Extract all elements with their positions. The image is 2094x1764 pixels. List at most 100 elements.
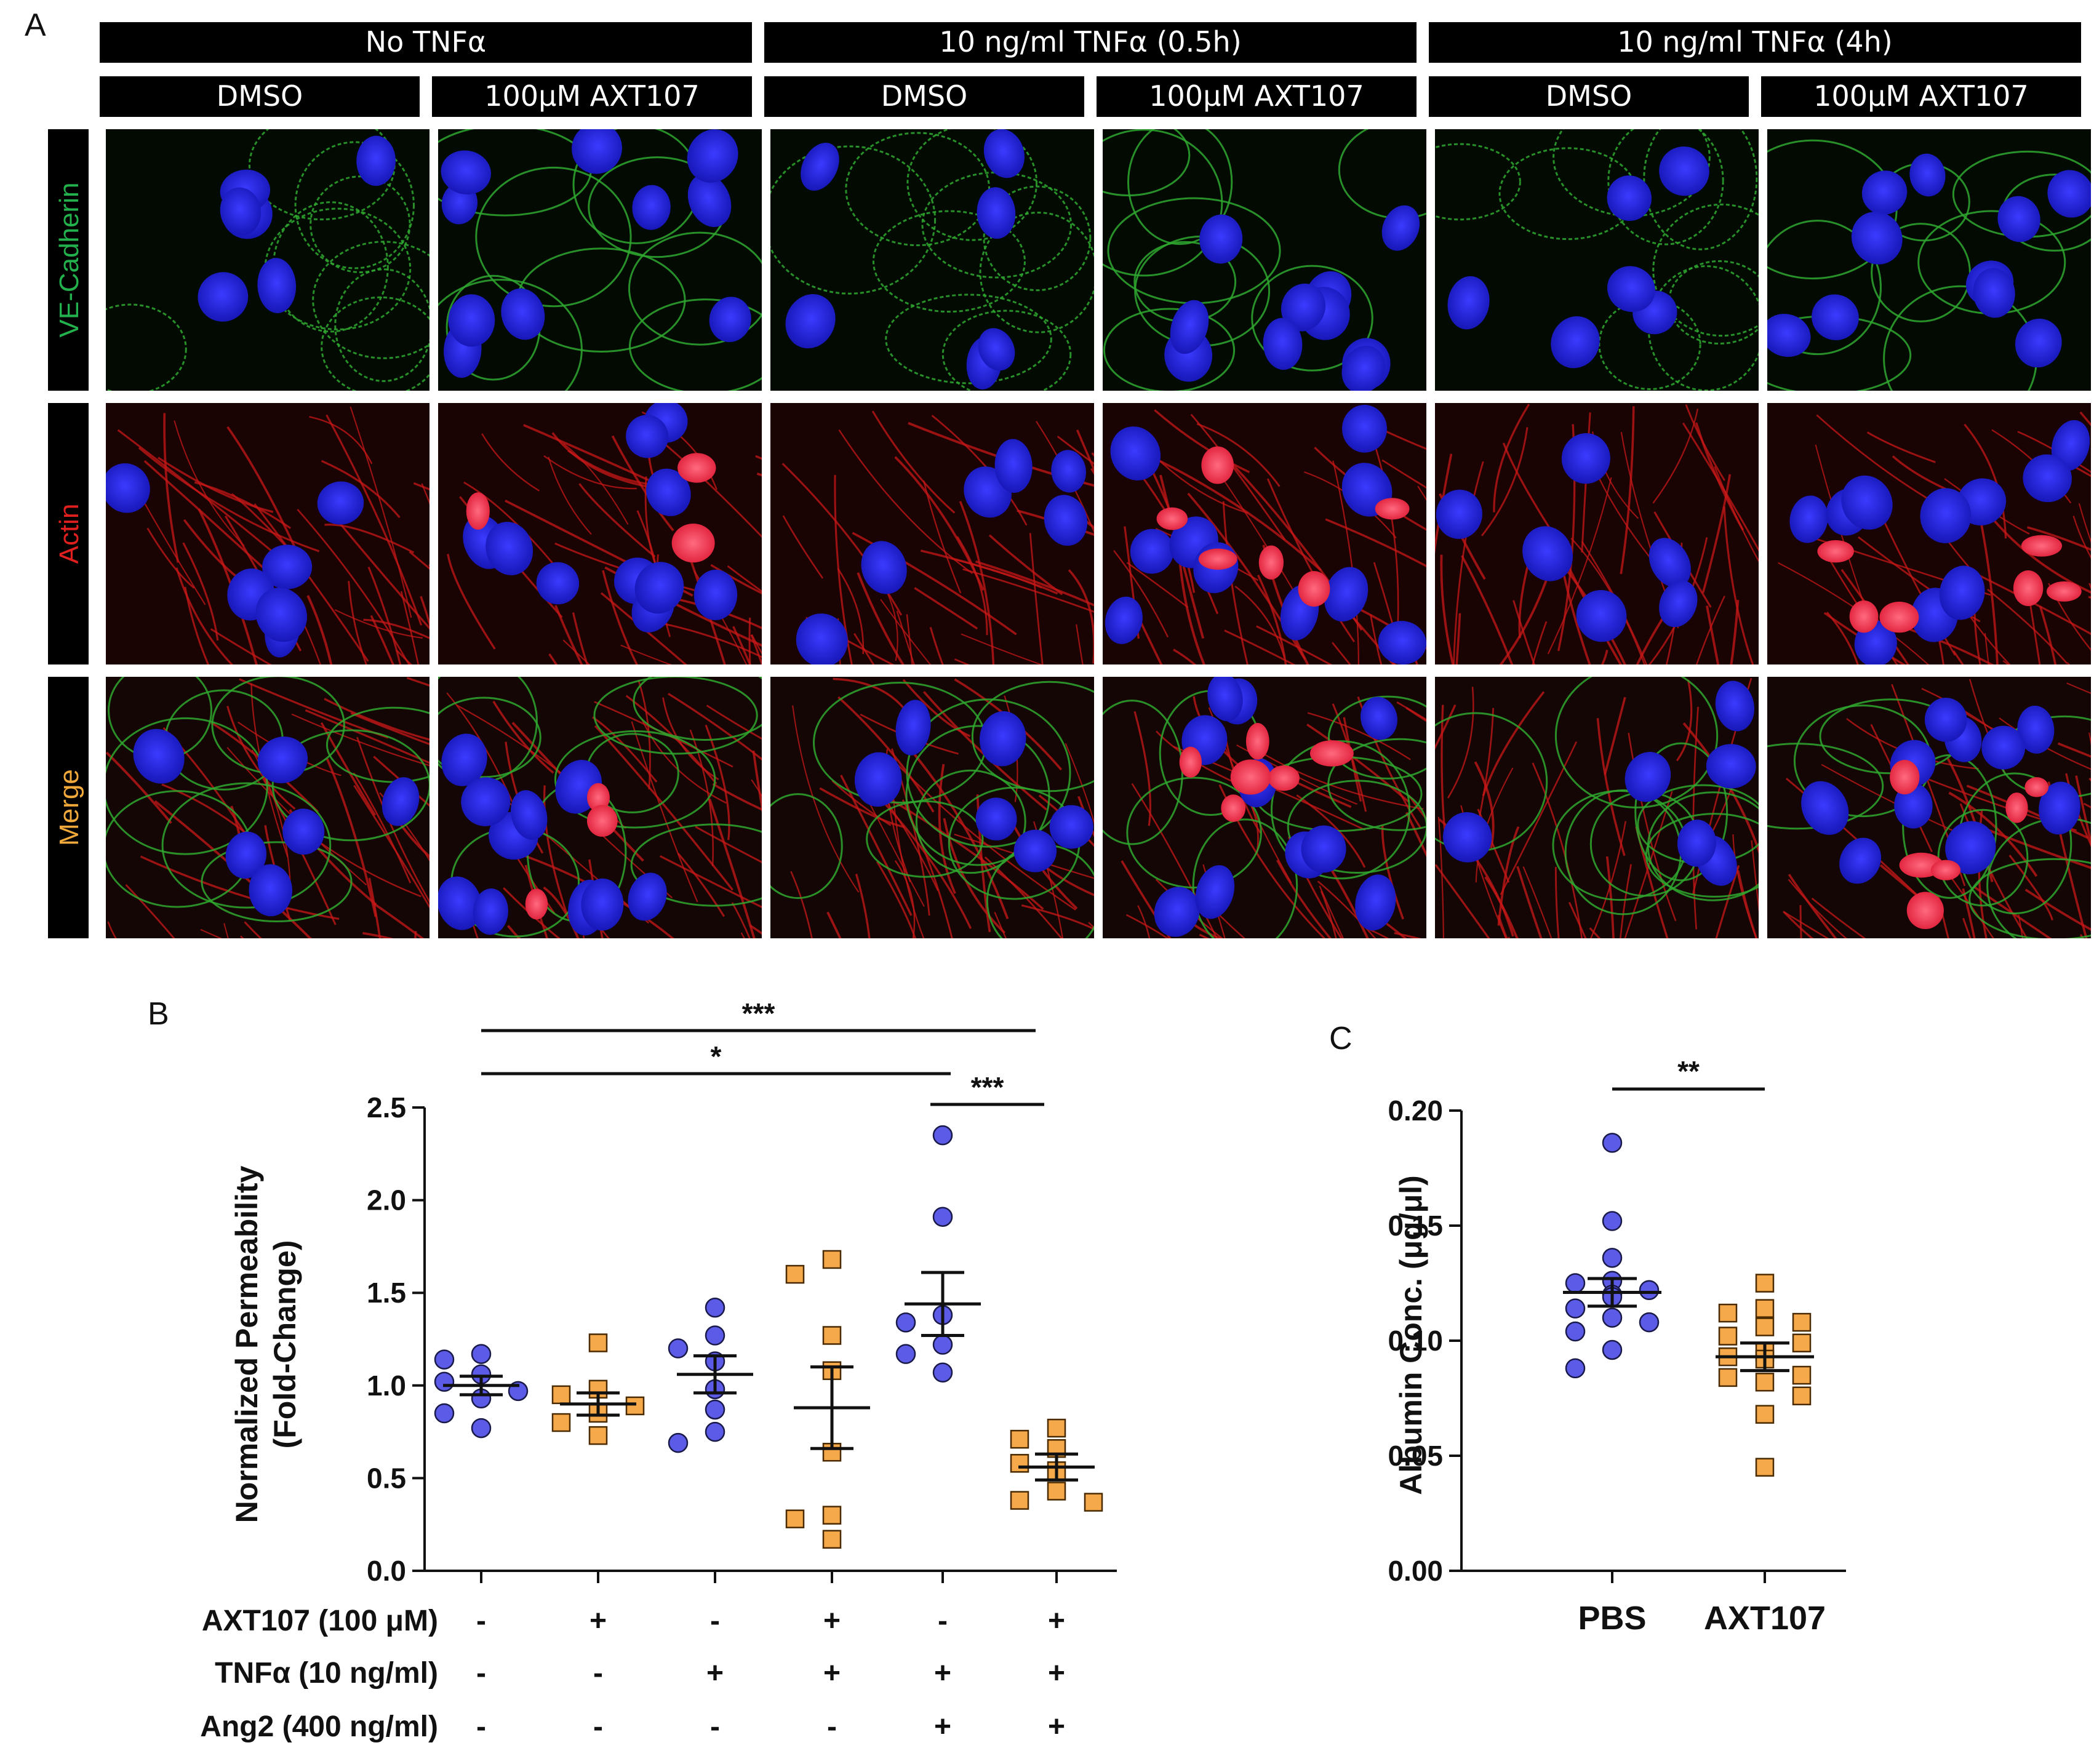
nucleus — [1924, 697, 1967, 742]
panel-b-axes: 0.0 0.5 1.0 1.5 2.0 2.5 — [367, 1092, 1117, 1587]
micrograph-actin — [1767, 403, 2091, 664]
actin-fiber — [321, 460, 401, 519]
junction-outline — [1652, 203, 1759, 337]
data-point — [932, 1335, 953, 1355]
nucleus — [895, 700, 931, 756]
condition-symbol: - — [827, 1710, 837, 1743]
actin-fiber — [1497, 914, 1508, 938]
actin-fiber — [1788, 874, 1837, 938]
actin-fiber — [1455, 613, 1461, 664]
actin-fiber — [1604, 696, 1626, 775]
actin-fiber — [106, 751, 172, 824]
actin-fiber — [1057, 436, 1094, 465]
channel-label-bar — [48, 403, 89, 664]
nucleus — [220, 187, 262, 236]
junction-outline — [1327, 738, 1426, 831]
nucleus — [1851, 211, 1903, 265]
nucleus — [572, 129, 622, 174]
actin-fiber — [1513, 600, 1535, 664]
actin-fiber — [1866, 431, 1936, 463]
micrograph-vecadherin — [106, 129, 430, 391]
junction-outline — [1607, 129, 1724, 245]
actin-fiber — [891, 777, 925, 938]
treatment-header-label: 100μM AXT107 — [1813, 79, 2028, 113]
actin-fiber — [677, 852, 725, 917]
actin-fiber — [1706, 605, 1720, 664]
junction-outline — [628, 231, 762, 346]
nucleus — [978, 328, 1015, 371]
condition-symbol: + — [706, 1657, 724, 1690]
actin-fiber — [1730, 600, 1740, 664]
junction-outline — [915, 769, 1026, 874]
actin-fiber — [695, 826, 762, 863]
actin-fiber — [962, 568, 1094, 613]
data-point — [1718, 1327, 1738, 1346]
actin-fiber — [665, 596, 762, 629]
nucleus — [687, 129, 738, 183]
actin-fiber — [1296, 794, 1366, 868]
actin-fiber — [938, 764, 956, 895]
actin-aggregate — [586, 805, 618, 837]
actin-fiber — [853, 633, 875, 664]
actin-fiber — [1366, 908, 1407, 938]
actin-fiber — [1799, 905, 1802, 938]
nucleus — [975, 797, 1017, 840]
nucleus — [1576, 589, 1627, 642]
actin-fiber — [731, 902, 751, 938]
data-point — [822, 1250, 842, 1269]
nucleus — [1049, 805, 1093, 849]
condition-symbol: - — [710, 1710, 720, 1743]
actin-fiber — [200, 928, 223, 938]
actin-fiber — [1029, 533, 1044, 664]
junction-outline — [294, 141, 415, 269]
actin-fiber — [1065, 743, 1094, 825]
actin-aggregate — [1849, 600, 1879, 633]
actin-fiber — [840, 775, 913, 916]
actin-fiber — [1987, 588, 2068, 664]
actin-fiber — [1218, 913, 1245, 938]
actin-fiber — [1532, 621, 1548, 664]
data-point — [822, 1506, 842, 1525]
nucleus — [1207, 677, 1243, 722]
treatment-header-bar — [100, 76, 420, 117]
panel-b-letter: B — [148, 996, 169, 1032]
junction-outline — [1435, 143, 1521, 221]
junction-outline — [1645, 813, 1759, 898]
actin-fiber — [871, 410, 956, 514]
actin-fiber — [463, 481, 556, 567]
actin-fiber — [551, 432, 651, 489]
actin-fiber — [107, 921, 117, 938]
nucleus — [441, 150, 491, 195]
actin-fiber — [1596, 718, 1626, 856]
actin-fiber — [326, 414, 423, 626]
actin-fiber — [781, 463, 903, 616]
data-point — [1565, 1273, 1586, 1293]
treatment-header-bar — [432, 76, 752, 117]
actin-fiber — [906, 744, 1009, 919]
actin-fiber — [1984, 509, 2091, 594]
y-tick-label: 2.0 — [367, 1184, 406, 1216]
nucleus — [1839, 837, 1882, 884]
actin-aggregate — [1879, 601, 1919, 633]
actin-aggregate — [1817, 540, 1854, 563]
actin-fiber — [1234, 585, 1285, 658]
junction-outline — [1192, 818, 1298, 938]
actin-fiber — [751, 634, 762, 655]
actin-fiber — [1516, 866, 1543, 938]
data-point — [1755, 1274, 1775, 1293]
actin-fiber — [353, 784, 430, 909]
nucleus — [1561, 433, 1610, 484]
data-point — [705, 1399, 725, 1420]
actin-fiber — [1154, 409, 1250, 474]
actin-fiber — [874, 792, 972, 929]
junction-outline — [271, 729, 430, 842]
actin-fiber — [1381, 459, 1426, 489]
actin-fiber — [297, 508, 410, 664]
nucleus — [461, 777, 511, 826]
actin-aggregate — [1221, 794, 1246, 822]
actin-fiber — [1437, 816, 1445, 938]
treatment-header-label: 100μM AXT107 — [484, 79, 699, 113]
actin-fiber — [894, 860, 916, 938]
actin-fiber — [362, 932, 394, 938]
actin-fiber — [1017, 509, 1094, 536]
